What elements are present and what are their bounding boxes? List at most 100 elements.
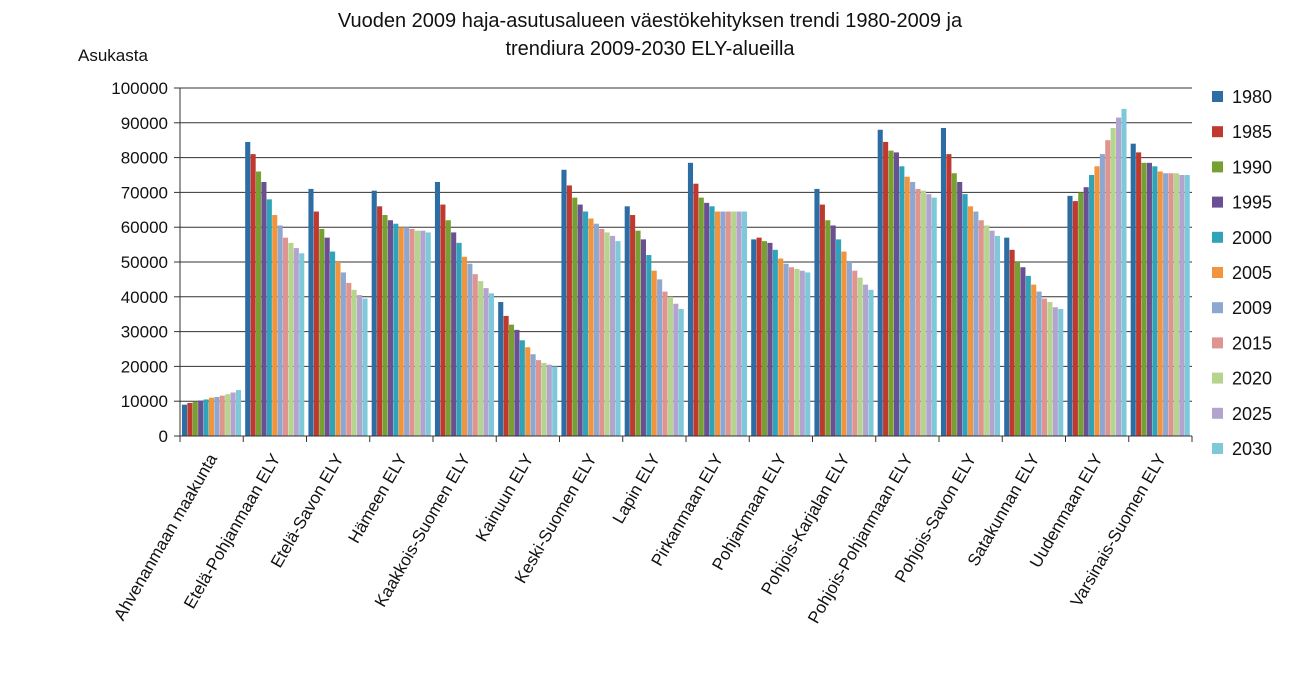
bar-2030 <box>741 211 748 436</box>
bar-1980 <box>940 128 947 436</box>
bar-2020 <box>541 362 547 436</box>
chart-title-line-2: trendiura 2009-2030 ELY-alueilla <box>505 38 795 60</box>
bar-2000 <box>203 399 209 436</box>
bar-1990 <box>761 241 768 436</box>
bar-2015 <box>599 228 605 436</box>
bar-2009 <box>277 225 283 436</box>
bar-2009 <box>846 262 852 436</box>
legend-swatch-2005 <box>1212 267 1223 278</box>
bar-1980 <box>1004 237 1010 436</box>
bar-1995 <box>1020 267 1026 436</box>
legend-label-2000: 2000 <box>1232 228 1272 248</box>
bar-1985 <box>1136 152 1142 436</box>
bar-2030 <box>488 293 495 436</box>
bar-1990 <box>445 220 451 436</box>
bar-1990 <box>1078 192 1084 436</box>
y-tick-label: 0 <box>159 427 168 446</box>
bar-1985 <box>883 141 889 436</box>
bar-2015 <box>219 395 225 436</box>
bar-2000 <box>330 251 336 436</box>
bar-2005 <box>272 215 278 436</box>
bar-2015 <box>978 220 984 436</box>
legend-label-2009: 2009 <box>1232 298 1272 318</box>
bar-1980 <box>434 181 441 436</box>
bar-2015 <box>852 270 858 436</box>
bar-1990 <box>508 324 515 436</box>
bar-1990 <box>572 197 578 436</box>
bar-2005 <box>778 258 784 436</box>
bar-1985 <box>250 154 256 436</box>
bar-1980 <box>181 404 188 436</box>
bar-1995 <box>640 239 646 436</box>
x-category-label: Hämeen ELY <box>344 451 410 547</box>
bar-2020 <box>351 289 357 436</box>
bar-2005 <box>904 176 910 437</box>
bar-2020 <box>920 190 926 436</box>
bar-2000 <box>456 242 462 436</box>
bar-2020 <box>478 281 484 436</box>
bar-2005 <box>841 251 847 436</box>
bar-2000 <box>836 239 842 436</box>
legend-label-1995: 1995 <box>1232 193 1272 213</box>
bar-1990 <box>951 173 957 436</box>
bar-1995 <box>387 220 393 436</box>
bar-2030 <box>868 289 874 436</box>
bar-2025 <box>799 270 805 436</box>
legend-label-2030: 2030 <box>1232 439 1272 459</box>
bar-2030 <box>1184 175 1190 436</box>
bar-1990 <box>698 197 704 436</box>
y-tick-label: 70000 <box>121 183 168 202</box>
legend-swatch-1990 <box>1212 161 1223 173</box>
bar-2015 <box>725 211 731 436</box>
legend-label-2005: 2005 <box>1232 263 1272 283</box>
bar-2009 <box>783 263 789 436</box>
y-tick-label: 40000 <box>121 288 168 307</box>
bar-2025 <box>230 392 236 436</box>
bar-2030 <box>299 253 305 436</box>
legend-swatch-2030 <box>1212 443 1223 454</box>
bar-2020 <box>731 211 737 436</box>
bar-2005 <box>525 347 531 436</box>
bar-1980 <box>687 162 694 436</box>
bar-1995 <box>767 242 773 436</box>
y-tick-label: 20000 <box>121 357 168 376</box>
bar-2015 <box>282 237 289 436</box>
bar-2005 <box>208 397 215 436</box>
bar-2030 <box>1121 108 1127 436</box>
bar-1990 <box>1141 162 1147 436</box>
bar-2005 <box>1094 166 1100 437</box>
bar-1980 <box>498 302 504 436</box>
bar-2020 <box>288 242 294 436</box>
bar-2015 <box>346 282 352 436</box>
bar-2025 <box>293 248 299 436</box>
legend-swatch-2020 <box>1212 372 1223 384</box>
bar-2025 <box>736 211 742 436</box>
bar-1980 <box>624 206 630 436</box>
y-tick-label: 10000 <box>121 392 168 411</box>
legend-swatch-2025 <box>1212 407 1223 419</box>
bar-2030 <box>678 308 684 436</box>
bar-2020 <box>667 296 673 436</box>
bar-2000 <box>899 166 905 437</box>
bar-2015 <box>788 267 795 436</box>
bar-1980 <box>1067 195 1073 436</box>
bar-1985 <box>187 402 193 436</box>
bar-2015 <box>472 274 478 436</box>
bar-2005 <box>651 270 657 436</box>
x-category-label: Lapin ELY <box>609 451 664 527</box>
bar-1995 <box>830 225 836 436</box>
bar-1985 <box>756 237 762 436</box>
bar-2005 <box>398 227 404 436</box>
bar-2015 <box>535 360 542 436</box>
bar-2009 <box>657 279 663 436</box>
bar-1995 <box>261 181 267 436</box>
y-tick-label: 30000 <box>121 323 168 342</box>
bar-1980 <box>561 169 567 436</box>
bar-2005 <box>967 206 974 436</box>
bar-2015 <box>915 188 921 436</box>
bar-1980 <box>814 188 820 436</box>
bar-2009 <box>340 272 346 436</box>
bar-2020 <box>1047 302 1053 436</box>
bar-1995 <box>1146 162 1152 436</box>
